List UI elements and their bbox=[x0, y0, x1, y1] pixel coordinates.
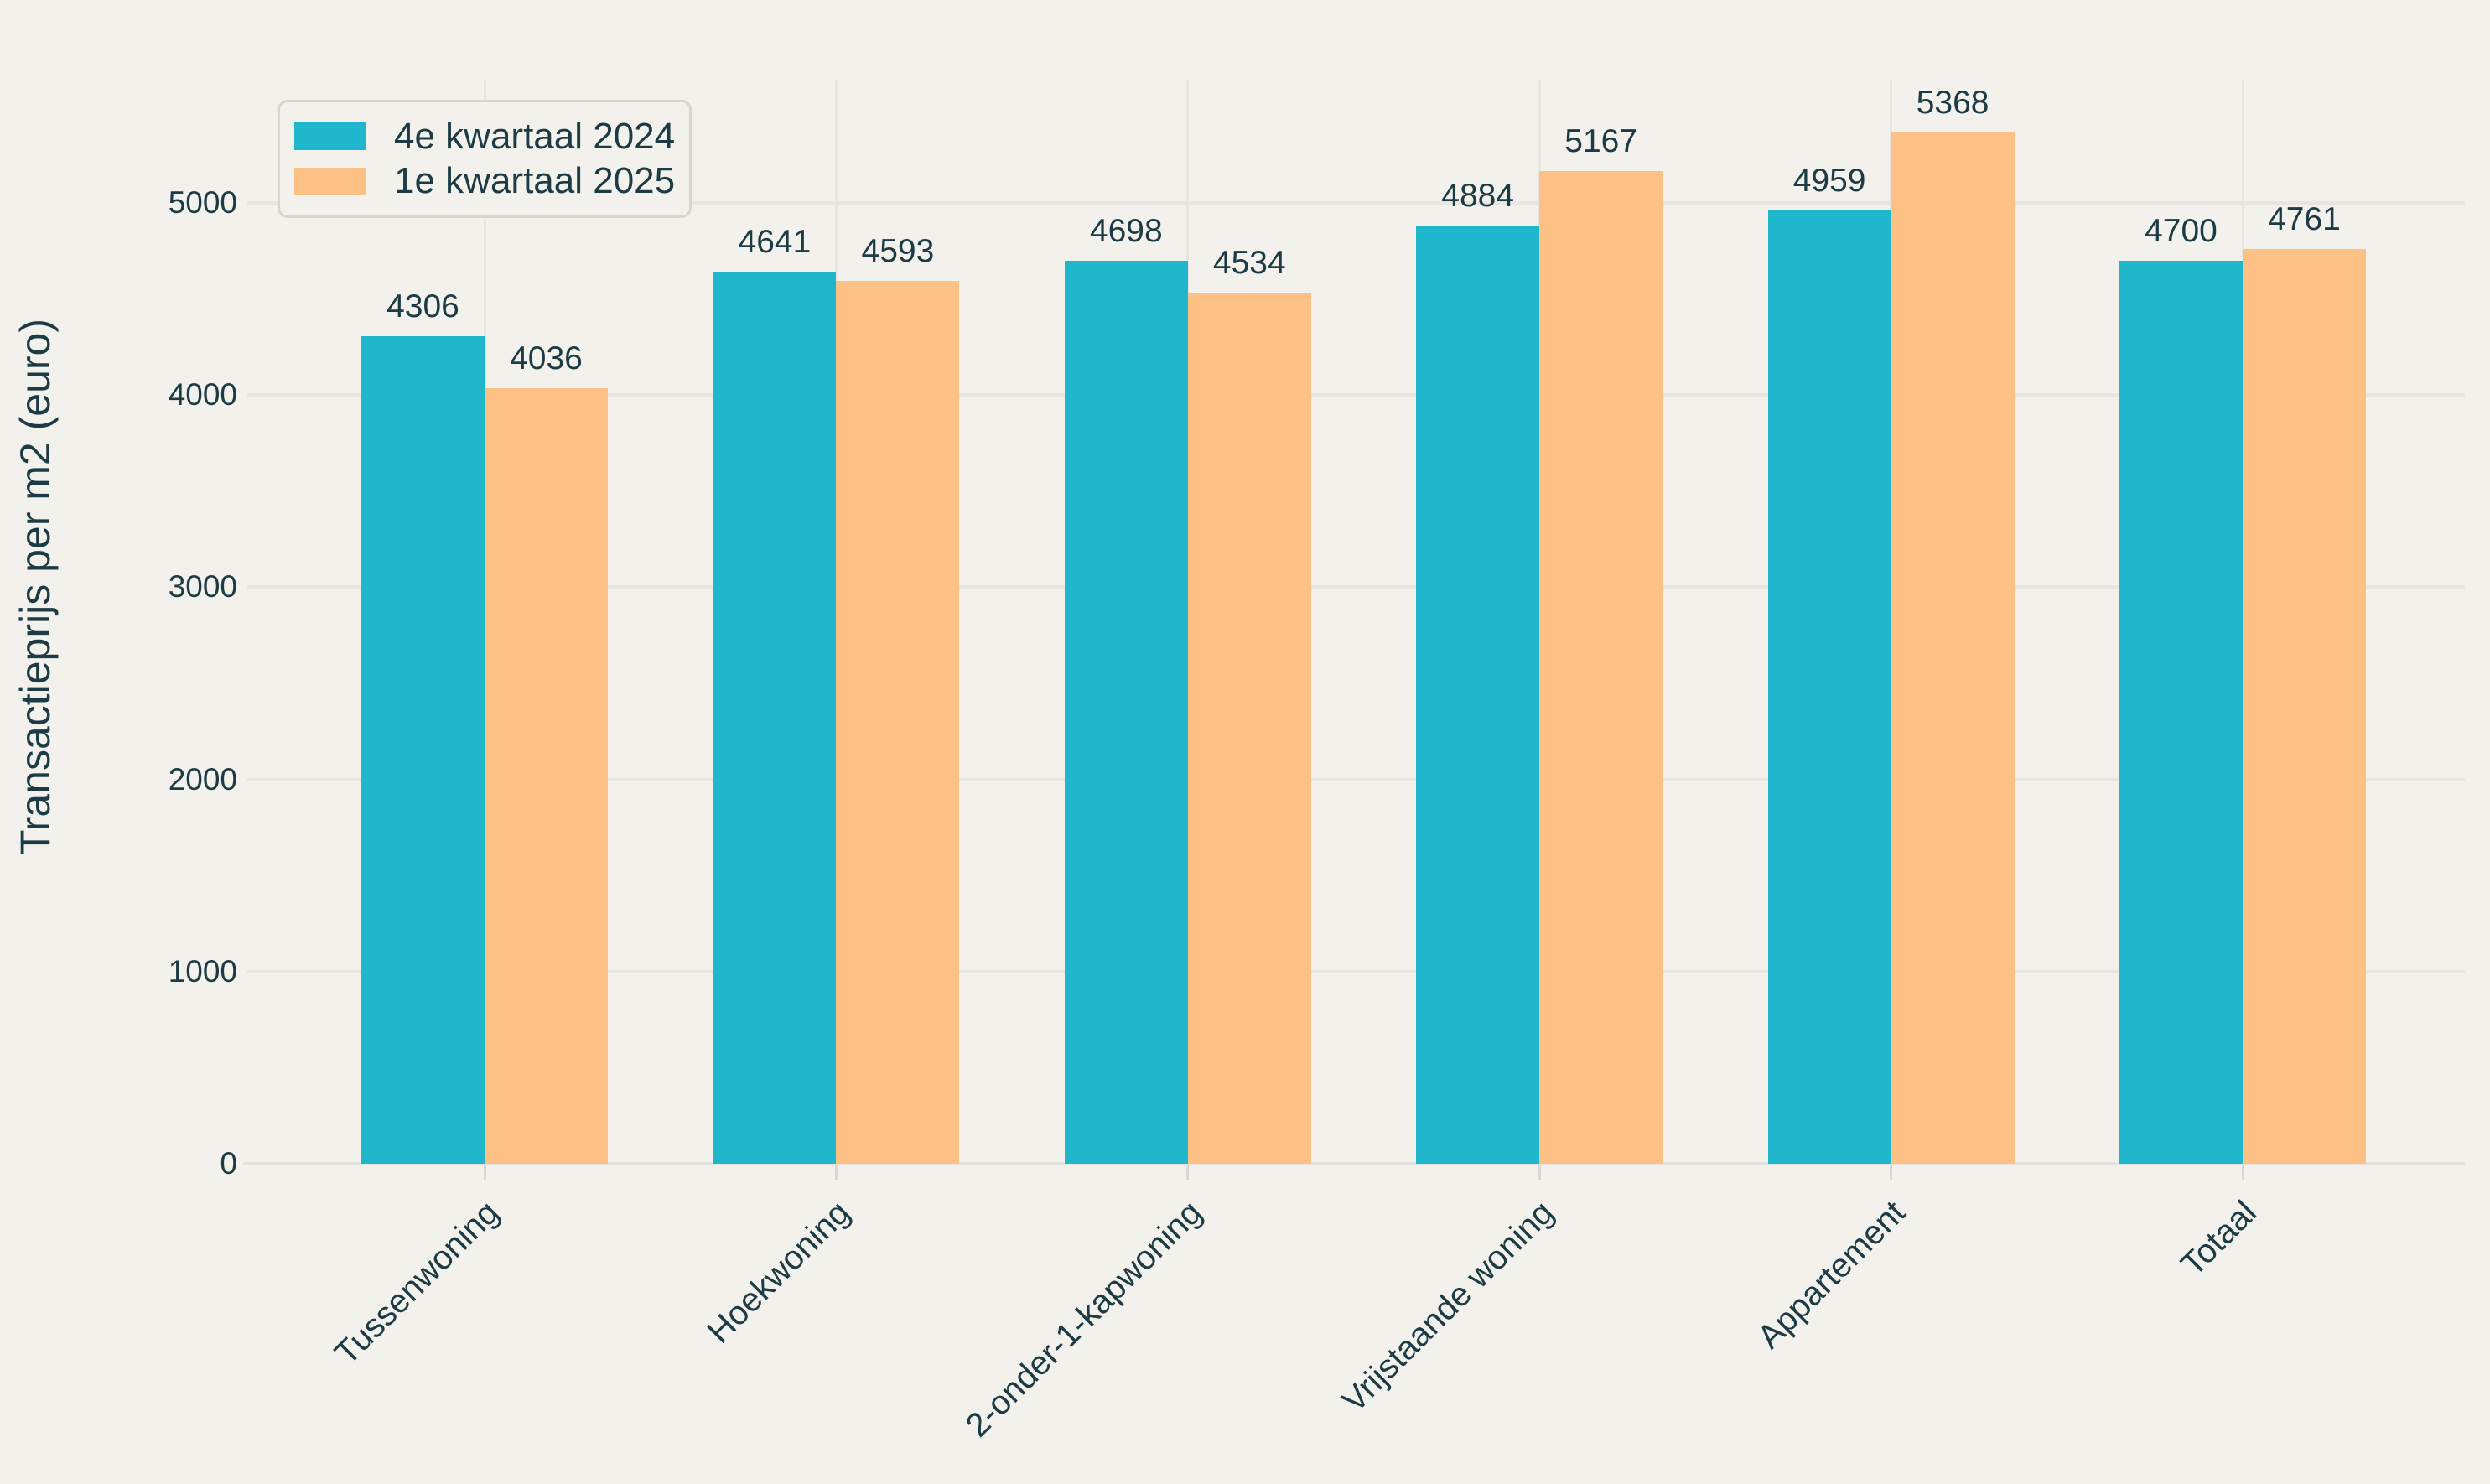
y-tick-label: 0 bbox=[220, 1146, 237, 1180]
bar-value-label: 4700 bbox=[2145, 212, 2218, 249]
y-tick-label: 1000 bbox=[168, 953, 237, 988]
bar-value-label: 4036 bbox=[510, 340, 583, 376]
x-axis-line bbox=[243, 1162, 2465, 1165]
bar-q1-2025 bbox=[1891, 132, 2015, 1164]
bar-value-label: 4306 bbox=[386, 288, 459, 325]
bar-q1-2025 bbox=[836, 281, 960, 1164]
legend-item: 4e kwartaal 2024 bbox=[294, 115, 676, 157]
x-tick-mark bbox=[483, 1165, 486, 1180]
y-tick-label: 3000 bbox=[168, 569, 237, 604]
bar-value-label: 4959 bbox=[1792, 163, 1866, 200]
bar-q1-2025 bbox=[1539, 170, 1663, 1164]
x-tick-label: Vrijstaande woning bbox=[1335, 1194, 1561, 1420]
x-tick-label: Hoekwoning bbox=[700, 1194, 858, 1351]
bar-q4-2024 bbox=[361, 336, 485, 1164]
y-gridline bbox=[247, 393, 2465, 397]
bar-q1-2025 bbox=[485, 387, 608, 1164]
y-tick-label: 4000 bbox=[168, 377, 237, 413]
legend-label: 4e kwartaal 2024 bbox=[394, 115, 676, 157]
x-tick-label: 2-onder-1-kapwoning bbox=[958, 1194, 1209, 1445]
legend: 4e kwartaal 2024 1e kwartaal 2025 bbox=[278, 100, 692, 218]
bar-value-label: 4641 bbox=[738, 224, 812, 261]
bar-value-label: 4593 bbox=[861, 233, 935, 270]
bar-q1-2025 bbox=[2243, 248, 2366, 1164]
y-gridline bbox=[247, 585, 2465, 589]
bar-q4-2024 bbox=[1064, 261, 1188, 1164]
x-tick-mark bbox=[1890, 1165, 1893, 1180]
legend-swatch-icon bbox=[294, 167, 366, 195]
y-tick-label: 5000 bbox=[168, 185, 237, 220]
y-gridline bbox=[247, 969, 2465, 973]
x-tick-label: Totaal bbox=[2174, 1194, 2264, 1284]
x-tick-mark bbox=[834, 1165, 838, 1180]
bar-value-label: 4884 bbox=[1441, 177, 1515, 214]
y-gridline bbox=[247, 201, 2465, 205]
bar-q4-2024 bbox=[2119, 260, 2243, 1164]
x-tick-mark bbox=[2241, 1165, 2244, 1180]
bar-q4-2024 bbox=[1767, 210, 1891, 1164]
legend-item: 1e kwartaal 2025 bbox=[294, 160, 676, 202]
y-axis-title: Transactieprijs per m2 (euro) bbox=[12, 318, 59, 856]
x-tick-label: Tussenwoning bbox=[327, 1194, 506, 1372]
legend-swatch-icon bbox=[294, 122, 366, 151]
bar-q4-2024 bbox=[1416, 225, 1540, 1164]
bar-value-label: 4698 bbox=[1089, 213, 1163, 250]
y-tick-label: 2000 bbox=[168, 761, 237, 796]
bar-q1-2025 bbox=[1187, 292, 1311, 1164]
bar-value-label: 4761 bbox=[2268, 200, 2341, 237]
x-tick-mark bbox=[1538, 1165, 1541, 1180]
bar-value-label: 5167 bbox=[1564, 122, 1638, 159]
y-gridline bbox=[247, 777, 2465, 781]
x-tick-label: Appartement bbox=[1750, 1194, 1912, 1357]
legend-label: 1e kwartaal 2025 bbox=[394, 160, 676, 202]
bar-value-label: 4534 bbox=[1212, 244, 1286, 281]
x-tick-mark bbox=[1186, 1165, 1190, 1180]
bar-q4-2024 bbox=[713, 272, 837, 1164]
bar-value-label: 5368 bbox=[1916, 84, 1989, 121]
